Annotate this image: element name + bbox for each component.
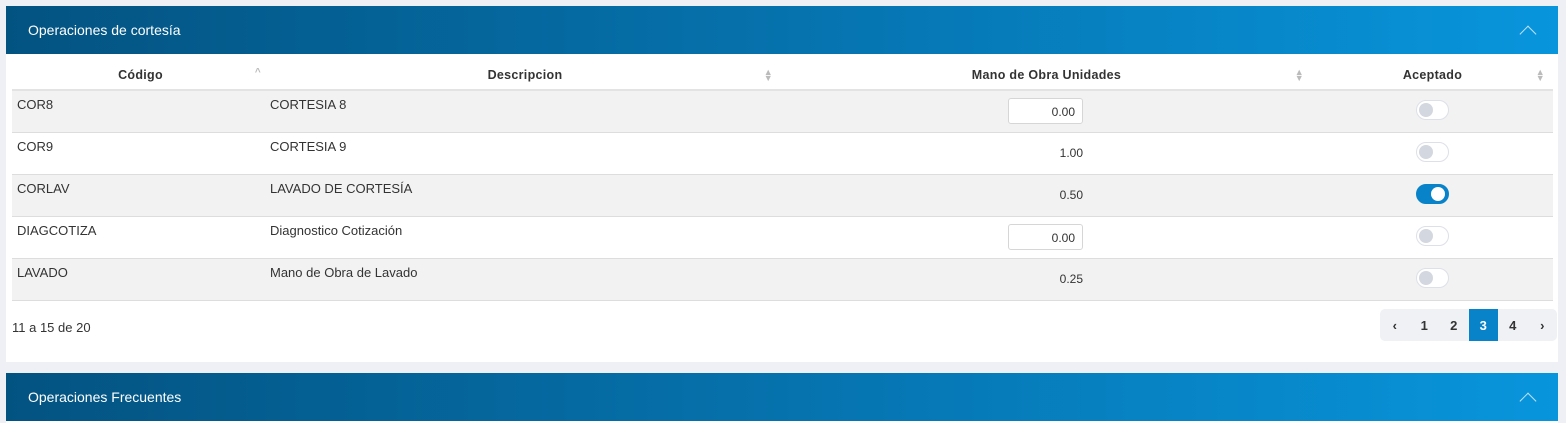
units-input[interactable]: 0.00 [1008, 98, 1083, 125]
col-label: Descripcion [487, 67, 563, 82]
panel-header[interactable]: Operaciones Frecuentes [6, 373, 1558, 421]
accepted-cell [1312, 258, 1553, 301]
units-cell: 0.00 [781, 216, 1312, 259]
table-row: DIAGCOTIZA Diagnostico Cotización 0.00 [12, 216, 1553, 259]
code-cell: COR9 [12, 132, 269, 175]
table-row: COR9 CORTESIA 9 1.00 [12, 132, 1553, 175]
description-cell: CORTESIA 9 [269, 132, 781, 175]
units-value: 0.25 [1059, 272, 1083, 286]
units-value: 1.00 [1059, 146, 1083, 160]
description-cell: Mano de Obra de Lavado [269, 258, 781, 301]
col-label: Código [118, 67, 163, 82]
col-header-accepted[interactable]: Aceptado ▲ ▼ [1312, 60, 1553, 91]
code-cell: CORLAV [12, 174, 269, 217]
page-4-button[interactable]: 4 [1509, 317, 1517, 333]
pagination: ‹ 1 2 3 4 › [1380, 309, 1557, 341]
page-3-button[interactable]: 3 [1468, 309, 1498, 341]
col-label: Aceptado [1402, 67, 1463, 82]
units-cell: 0.50 [781, 174, 1312, 217]
accepted-toggle[interactable] [1416, 141, 1449, 162]
panel-header[interactable]: Operaciones de cortesía [6, 6, 1558, 54]
accepted-cell [1312, 90, 1553, 133]
pagination-info: 11 a 15 de 20 [12, 320, 91, 335]
accepted-cell [1312, 174, 1553, 217]
page-1-button[interactable]: 1 [1420, 317, 1428, 333]
accepted-cell [1312, 216, 1553, 259]
page-2-button[interactable]: 2 [1450, 317, 1458, 333]
panel-title: Operaciones Frecuentes [28, 389, 182, 405]
table-row: COR8 CORTESIA 8 0.00 [12, 90, 1553, 133]
accepted-cell [1312, 132, 1553, 175]
code-cell: COR8 [12, 90, 269, 133]
code-cell: DIAGCOTIZA [12, 216, 269, 259]
units-cell: 0.00 [781, 90, 1312, 133]
chevron-up-icon[interactable] [1519, 392, 1537, 410]
description-cell: CORTESIA 8 [269, 90, 781, 133]
sort-icon: ▲ ▼ [763, 67, 773, 83]
table-row: LAVADO Mano de Obra de Lavado 0.25 [12, 258, 1553, 301]
description-cell: Diagnostico Cotización [269, 216, 781, 259]
sort-asc-icon: ^ [254, 67, 261, 78]
courtesy-operations-panel: Operaciones de cortesía Código ^ Descripc… [6, 6, 1558, 362]
units-cell: 0.25 [781, 258, 1312, 301]
sort-icon: ▲ ▼ [1535, 67, 1545, 83]
accepted-toggle[interactable] [1416, 183, 1449, 204]
col-header-code[interactable]: Código ^ [12, 60, 269, 91]
col-header-units[interactable]: Mano de Obra Unidades ▲ ▼ [781, 60, 1312, 91]
accepted-toggle[interactable] [1416, 267, 1449, 288]
next-page-button[interactable]: › [1540, 317, 1545, 333]
sort-icon: ▲ ▼ [1294, 67, 1304, 83]
code-cell: LAVADO [12, 258, 269, 301]
description-cell: LAVADO DE CORTESÍA [269, 174, 781, 217]
prev-page-button[interactable]: ‹ [1392, 317, 1397, 333]
units-value: 0.50 [1059, 188, 1083, 202]
accepted-toggle[interactable] [1416, 225, 1449, 246]
chevron-up-icon[interactable] [1519, 25, 1537, 43]
operations-table: Código ^ Descripcion ▲ ▼ Mano de Obra Unida… [12, 60, 1553, 301]
frequent-operations-panel: Operaciones Frecuentes [6, 373, 1558, 423]
accepted-toggle[interactable] [1416, 99, 1449, 120]
units-cell: 1.00 [781, 132, 1312, 175]
units-input[interactable]: 0.00 [1008, 224, 1083, 250]
table-row: CORLAV LAVADO DE CORTESÍA 0.50 [12, 174, 1553, 217]
panel-title: Operaciones de cortesía [28, 22, 181, 38]
col-header-description[interactable]: Descripcion ▲ ▼ [269, 60, 781, 91]
col-label: Mano de Obra Unidades [971, 67, 1122, 82]
